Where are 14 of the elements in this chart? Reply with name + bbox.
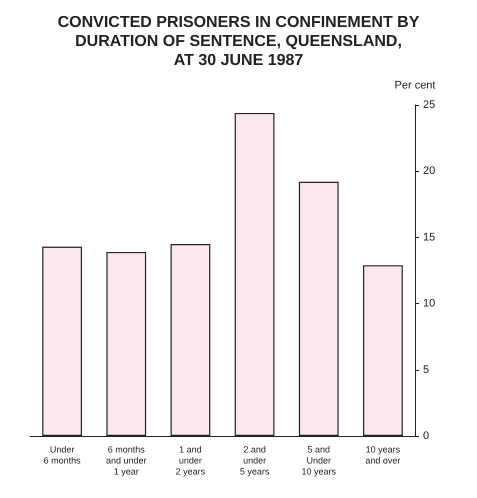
x-tick-label: Under 6 months [44,444,82,466]
y-tick-label: 20 [423,165,436,178]
y-axis-title: Per cent [394,80,436,92]
y-tick-label: 0 [423,430,430,442]
y-tick-label: 5 [423,364,430,376]
chart-title: CONVICTED PRISONERS IN CONFINEMENT BY DURATION OF SENTENCE, QUEENSLAND, AT 30 JUNE 1987 [58,14,420,69]
y-tick-label: 15 [423,231,436,244]
x-tick-label: 5 and Under 10 years [301,444,337,476]
x-tick-label: 2 and under 5 years [240,444,270,476]
x-tick-label: 10 years and over [365,444,401,466]
y-tick-label: 25 [423,99,436,111]
x-tick-label: 6 months and under 1 year [106,444,147,476]
x-tick-label: 1 and under 2 years [176,444,206,476]
y-tick-label: 10 [423,298,436,310]
